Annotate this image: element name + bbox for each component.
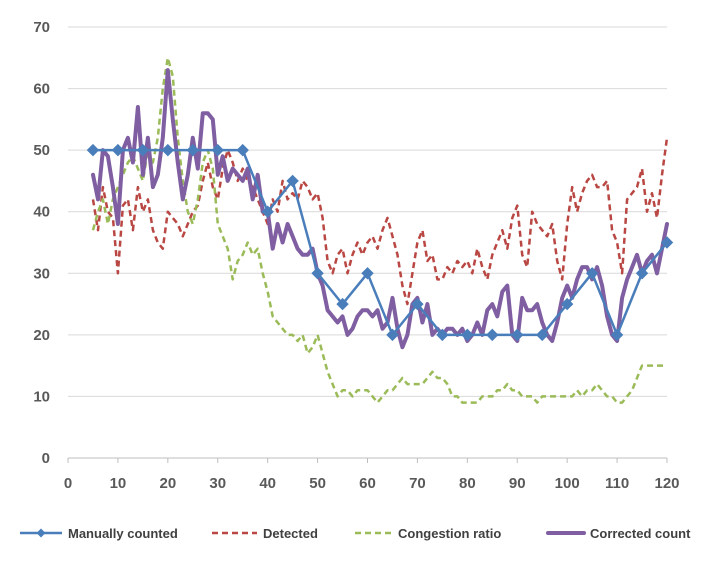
point-manually-counted [161, 143, 175, 157]
point-manually-counted [236, 143, 249, 157]
y-tick-label: 70 [33, 19, 50, 36]
point-manually-counted [536, 328, 549, 342]
x-tick-label: 70 [409, 475, 426, 492]
legend-item-corrected-count: Corrected count [546, 526, 691, 541]
point-manually-counted [660, 236, 674, 249]
x-tick-label: 120 [654, 475, 679, 492]
y-tick-label: 10 [33, 388, 50, 405]
y-tick-label: 40 [33, 204, 50, 221]
x-tick-label: 80 [459, 475, 476, 492]
x-tick-label: 110 [605, 475, 629, 492]
point-manually-counted [511, 328, 524, 342]
y-tick-label: 30 [33, 265, 50, 282]
series-line-congestion-ratio [91, 56, 667, 404]
legend-item-congestion-ratio: Congestion ratio [355, 526, 501, 541]
legend: Manually counted Detected Congestion ratio… [20, 526, 691, 541]
x-tick-label: 0 [64, 475, 72, 492]
x-tick-label: 40 [259, 475, 276, 492]
point-manually-counted [610, 328, 624, 342]
point-manually-counted [461, 328, 474, 342]
x-tick-label: 30 [209, 475, 226, 492]
point-manually-counted [261, 205, 274, 218]
legend-label: Detected [263, 526, 318, 541]
x-tick-label: 90 [509, 475, 526, 492]
point-manually-counted [386, 328, 399, 342]
point-manually-counted [336, 297, 349, 311]
gridlines [68, 26, 667, 397]
point-manually-counted [436, 328, 449, 342]
point-manually-counted [635, 267, 649, 280]
series-lines [86, 56, 674, 404]
x-tick-label: 10 [110, 475, 127, 492]
x-tick-label: 20 [159, 475, 176, 492]
series-line-corrected-count [91, 68, 669, 350]
point-manually-counted [286, 174, 299, 188]
y-tick-label: 20 [33, 327, 50, 344]
point-manually-counted [111, 143, 125, 157]
x-tick-label: 50 [309, 475, 326, 492]
point-manually-counted [361, 267, 374, 280]
point-manually-counted [311, 267, 324, 280]
point-manually-counted [486, 328, 499, 342]
point-manually-counted [186, 143, 199, 157]
x-tick-label: 60 [359, 475, 376, 492]
point-manually-counted [411, 297, 424, 311]
point-manually-counted [136, 143, 150, 157]
y-tick-label: 0 [42, 450, 50, 467]
x-tick-label: 100 [555, 475, 580, 492]
axes: 0 10 20 30 40 50 60 70 0 10 20 30 40 50 60 70 80 90 100 110… [33, 19, 679, 492]
point-manually-counted [585, 267, 599, 280]
legend-label: Congestion ratio [398, 526, 501, 541]
legend-label: Corrected count [590, 526, 691, 541]
legend-item-detected: Detected [212, 526, 318, 541]
point-manually-counted [211, 143, 224, 157]
legend-marker [36, 528, 46, 538]
point-manually-counted [86, 143, 100, 157]
legend-label: Manually counted [68, 526, 178, 541]
legend-item-manually-counted: Manually counted [20, 526, 178, 541]
y-tick-label: 50 [33, 142, 50, 159]
point-manually-counted [560, 297, 574, 311]
series-line-detected [91, 137, 669, 306]
y-tick-label: 60 [33, 81, 50, 98]
